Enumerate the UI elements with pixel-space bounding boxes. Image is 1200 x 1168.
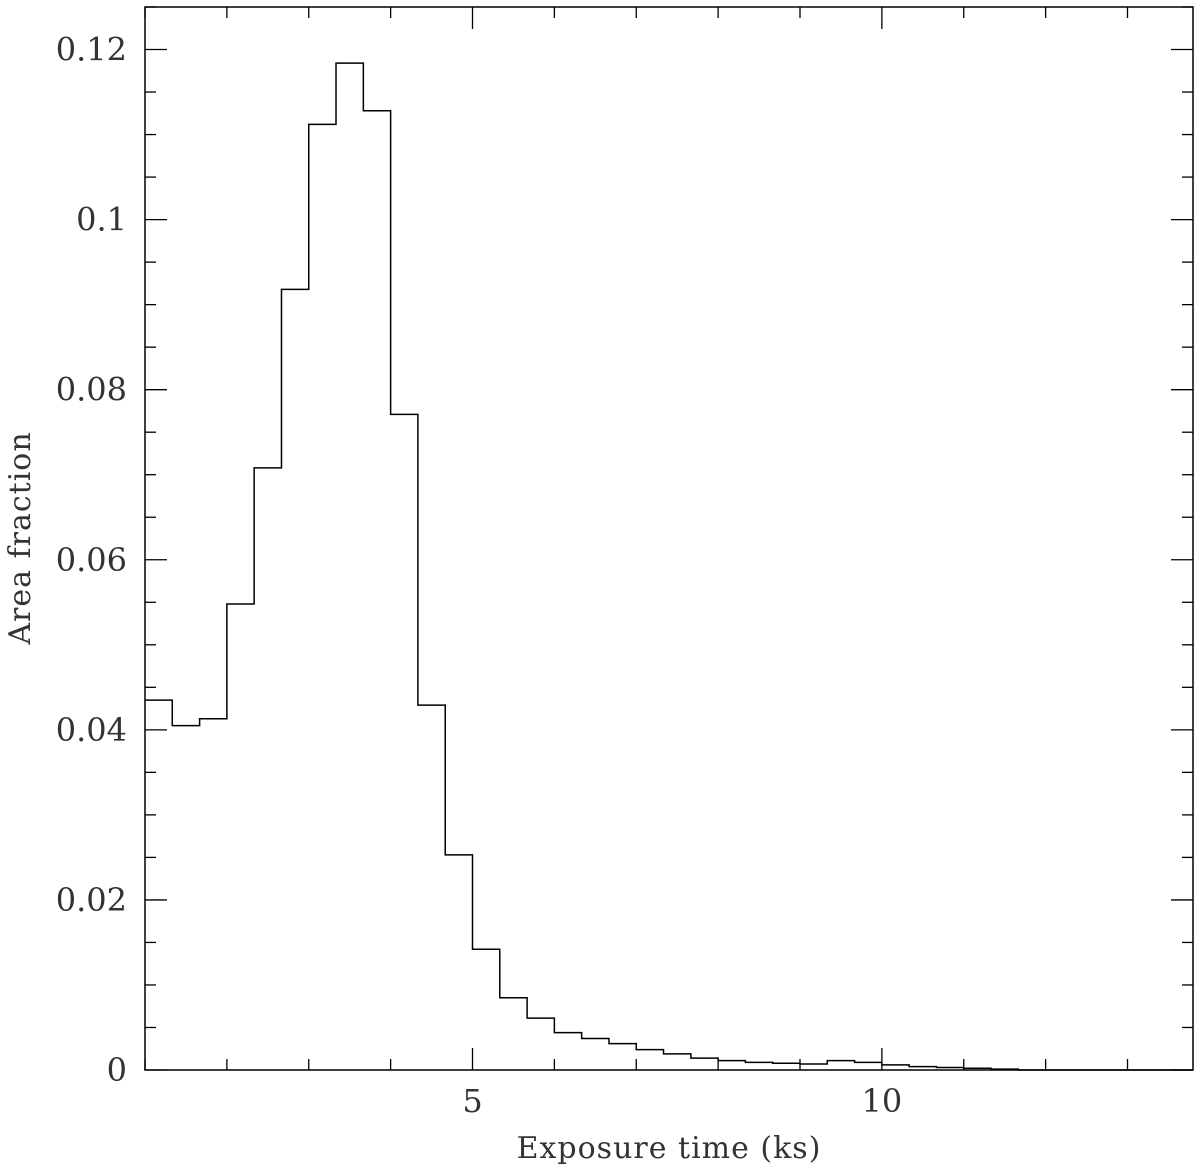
- x-axis-label: Exposure time (ks): [517, 1131, 822, 1166]
- y-tick-label: 0.1: [76, 201, 127, 239]
- x-tick-label: 10: [862, 1082, 903, 1120]
- axis-ticks: [144, 6, 1193, 1071]
- y-tick-label: 0.12: [56, 31, 127, 69]
- x-tick-label: 5: [462, 1082, 482, 1120]
- y-tick-label: 0.08: [56, 371, 127, 409]
- y-axis-label: Area fraction: [3, 431, 38, 645]
- plot-frame: [144, 6, 1194, 1071]
- y-tick-label: 0.02: [56, 881, 127, 919]
- y-tick-label: 0.04: [56, 711, 127, 749]
- histogram-step-line: [145, 62, 1193, 1071]
- y-tick-label: 0: [107, 1051, 127, 1089]
- y-tick-label: 0.06: [56, 541, 127, 579]
- axis-tick-labels: 5 10 0 0.02 0.04 0.06 0.08 0.1 0.12: [56, 31, 902, 1120]
